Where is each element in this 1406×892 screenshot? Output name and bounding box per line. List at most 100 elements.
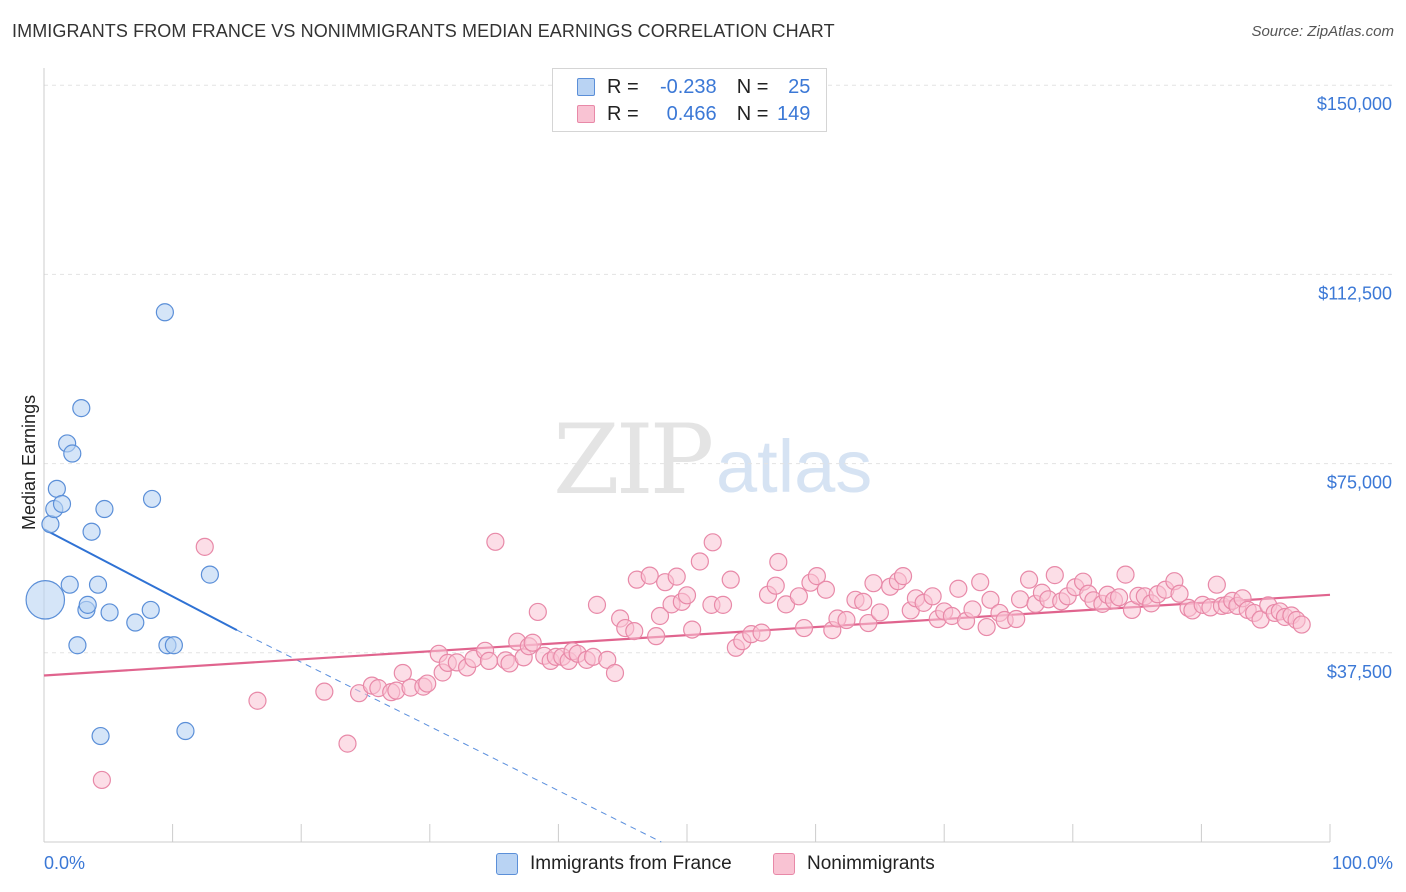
legend-n-label: N = [736, 75, 769, 98]
nonimmigrant-point [690, 552, 709, 571]
trend-line-immigrants [43, 528, 238, 631]
nonimmigrant-point [528, 602, 547, 622]
axes [43, 68, 1331, 843]
nonimmigrant-point [248, 691, 267, 710]
nonimmigrant-point [816, 580, 835, 599]
nonimmigrant-point [1010, 590, 1030, 609]
immigrant-france-point [100, 603, 119, 622]
nonimmigrant-point [807, 567, 826, 586]
immigrant-france-point [52, 494, 72, 514]
nonimmigrant-point [338, 734, 357, 753]
legend-swatch-pink [577, 105, 595, 123]
immigrant-france-point [41, 515, 60, 534]
legend-r-value: -0.238 [659, 75, 717, 98]
nonimmigrant-point [523, 633, 542, 652]
nonimmigrant-point [683, 620, 702, 639]
nonimmigrant-point [721, 570, 740, 589]
nonimmigrant-point [1007, 609, 1026, 629]
immigrant-france-point [126, 613, 145, 632]
immigrant-france-point [164, 636, 183, 655]
legend-r-value: 0.466 [666, 102, 717, 125]
chart-title: IMMIGRANTS FROM FRANCE VS NONIMMIGRANTS … [12, 21, 835, 41]
nonimmigrant-point [971, 573, 990, 592]
immigrant-france-point [88, 575, 108, 594]
nonimmigrant-point [854, 592, 873, 611]
nonimmigrant-point [640, 566, 659, 585]
bottom-legend-nonimmigrants: Nonimmigrants [773, 852, 935, 876]
gridlines [44, 84, 1392, 654]
nonimmigrant-point [650, 606, 670, 626]
nonimmigrant-point [418, 674, 437, 693]
immigrant-france-point [25, 580, 66, 620]
nonimmigrant-point [713, 595, 733, 614]
immigrant-france-point [141, 600, 160, 620]
nonimmigrant-point [977, 617, 996, 637]
legend-r-label: R = [607, 75, 639, 98]
watermark-atlas: atlas [716, 425, 873, 508]
source-label: Source: ZipAtlas.com [1251, 23, 1394, 40]
bottom-legend-immigrants: Immigrants from France [496, 852, 732, 876]
nonimmigrant-point [605, 663, 625, 683]
immigrant-france-point [63, 444, 82, 463]
nonimmigrant-point [1116, 565, 1135, 584]
immigrant-france-point [176, 721, 195, 741]
immigrant-france-point [142, 489, 162, 509]
y-tick-label: $112,500 [1318, 283, 1392, 303]
trend-line-immigrants-extrapolated [236, 629, 662, 843]
nonimmigrant-point [677, 586, 697, 605]
legend-n-value: 149 [777, 102, 811, 125]
legend-n-value: 25 [788, 75, 811, 98]
bottom-legend-label: Nonimmigrants [807, 853, 935, 874]
bottom-legend-swatch-blue [496, 853, 518, 875]
immigrant-france-point [68, 636, 87, 655]
immigrant-france-point [95, 499, 114, 519]
nonimmigrant-point [1109, 588, 1129, 607]
x-tick-label-min: 0.0% [44, 853, 85, 873]
nonimmigrant-point [766, 576, 785, 595]
legend-n-label: N = [736, 102, 769, 125]
nonimmigrant-point [1019, 570, 1039, 589]
nonimmigrant-point [486, 532, 505, 551]
nonimmigrant-point [870, 603, 890, 622]
nonimmigrant-point [1170, 584, 1189, 603]
nonimmigrant-point [1207, 575, 1226, 594]
immigrant-france-point [78, 595, 97, 614]
immigrant-france-point [155, 303, 174, 322]
legend-swatch-blue [577, 78, 595, 96]
nonimmigrant-point [315, 682, 334, 701]
nonimmigrants-points [92, 532, 1311, 790]
nonimmigrant-point [1045, 566, 1064, 585]
legend-row-immigrants: R = -0.238 N = 25 [577, 74, 810, 100]
nonimmigrant-point [752, 623, 771, 642]
y-tick-label: $150,000 [1317, 94, 1392, 114]
nonimmigrant-point [981, 590, 1000, 609]
nonimmigrant-point [864, 574, 883, 593]
immigrants-france-points [25, 303, 219, 746]
nonimmigrant-point [1292, 615, 1311, 634]
nonimmigrant-point [837, 610, 856, 630]
y-tick-label: $75,000 [1327, 473, 1392, 493]
nonimmigrant-point [92, 770, 111, 790]
immigrant-france-point [60, 575, 79, 594]
correlation-legend: R = -0.238 N = 25 R = 0.466 N = 149 [552, 68, 827, 132]
watermark-zip: ZIP [553, 404, 714, 516]
nonimmigrant-point [667, 567, 686, 586]
nonimmigrant-point [625, 622, 644, 641]
nonimmigrant-point [923, 587, 942, 606]
immigrant-france-point [200, 565, 219, 584]
y-axis-label: Median Earnings [19, 395, 39, 530]
nonimmigrant-point [893, 567, 913, 586]
nonimmigrant-point [794, 618, 814, 638]
nonimmigrant-point [587, 595, 607, 614]
tick-labels: $37,500 $75,000 $112,500 $150,000 0.0% 100.0% [44, 94, 1393, 873]
immigrant-france-point [82, 522, 101, 541]
immigrant-france-point [72, 399, 91, 418]
trend-lines [43, 528, 1331, 843]
bottom-legend-swatch-pink [773, 853, 795, 875]
nonimmigrant-point [769, 552, 788, 572]
nonimmigrant-point [949, 579, 968, 598]
nonimmigrant-point [789, 587, 808, 606]
y-tick-label: $37,500 [1327, 662, 1392, 682]
bottom-legend-label: Immigrants from France [530, 853, 732, 874]
